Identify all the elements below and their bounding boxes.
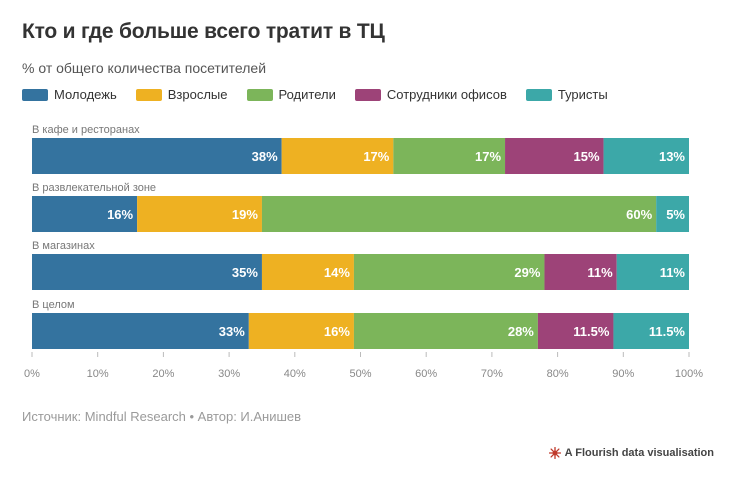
data-label: 35% <box>232 265 258 280</box>
bar-segment <box>32 313 249 349</box>
legend-swatch <box>135 88 162 101</box>
legend-swatch <box>246 88 273 101</box>
x-tick-label: 90% <box>612 368 634 380</box>
data-label: 28% <box>508 324 534 339</box>
legend-label: Взрослые <box>167 87 228 102</box>
source-note: Источник: Mindful Research • Автор: И.Ан… <box>22 409 302 424</box>
legend: Молодежь Взрослые Родители Сотрудники оф… <box>22 87 627 102</box>
legend-item-tourists[interactable]: Туристы <box>525 87 608 102</box>
bar-segment <box>656 196 689 232</box>
bar-segment <box>261 196 657 232</box>
category-label: В развлекательной зоне <box>32 182 156 194</box>
bar-segment <box>393 138 506 174</box>
data-label: 60% <box>626 207 652 222</box>
data-label: 16% <box>324 324 350 339</box>
legend-item-parents[interactable]: Родители <box>246 87 336 102</box>
x-tick-label: 100% <box>675 368 703 380</box>
bar-segment <box>353 254 545 290</box>
x-tick-label: 30% <box>218 368 240 380</box>
legend-swatch <box>22 88 48 101</box>
data-label: 19% <box>232 207 258 222</box>
data-label: 11.5% <box>573 324 610 339</box>
x-tick-label: 60% <box>415 368 437 380</box>
bar-segment <box>32 138 282 174</box>
flourish-logo-icon <box>548 447 561 459</box>
x-tick-label: 50% <box>349 368 371 380</box>
bar-segment <box>616 254 689 290</box>
bar-segment <box>32 254 262 290</box>
bar-segment <box>537 313 614 349</box>
data-label: 14% <box>324 265 350 280</box>
data-label: 5% <box>666 207 685 222</box>
data-label: 29% <box>514 265 540 280</box>
data-label: 11.5% <box>649 324 686 339</box>
legend-label: Сотрудники офисов <box>386 87 507 102</box>
legend-item-office-workers[interactable]: Сотрудники офисов <box>354 87 507 102</box>
bar-segment <box>505 138 604 174</box>
x-tick-label: 40% <box>284 368 306 380</box>
bar-segment <box>137 196 262 232</box>
legend-label: Молодежь <box>54 87 117 102</box>
data-label: 16% <box>107 207 133 222</box>
data-label: 33% <box>219 324 245 339</box>
legend-item-adults[interactable]: Взрослые <box>135 87 228 102</box>
bar-segment <box>32 196 138 232</box>
bar-segment <box>281 138 394 174</box>
x-tick-label: 70% <box>481 368 503 380</box>
chart-subtitle: % от общего количества посетителей <box>22 60 267 76</box>
x-tick-label: 20% <box>152 368 174 380</box>
legend-label: Туристы <box>557 87 608 102</box>
data-label: 15% <box>574 149 600 164</box>
data-label: 11% <box>660 265 686 280</box>
legend-swatch <box>354 88 381 101</box>
category-label: В магазинах <box>32 240 95 252</box>
stacked-bar-chart: В кафе и ресторанах 38% 17% 17% 15% 13% В разв… <box>24 124 703 380</box>
category-label: В целом <box>32 299 75 311</box>
x-tick-label: 80% <box>547 368 569 380</box>
data-label: 38% <box>252 149 278 164</box>
x-tick-label: 0% <box>24 368 40 380</box>
flourish-credit[interactable]: A Flourish data visualisation <box>548 447 714 459</box>
bar-segment <box>544 254 617 290</box>
data-label: 11% <box>587 265 613 280</box>
data-label: 17% <box>475 149 501 164</box>
x-tick-label: 10% <box>87 368 109 380</box>
legend-item-youth[interactable]: Молодежь <box>22 87 117 102</box>
data-label: 17% <box>363 149 389 164</box>
data-label: 13% <box>659 149 685 164</box>
bar-segment <box>603 138 689 174</box>
legend-label: Родители <box>278 87 336 102</box>
category-label: В кафе и ресторанах <box>32 124 140 136</box>
flourish-credit-label: A Flourish data visualisation <box>564 447 714 459</box>
legend-swatch <box>525 88 552 101</box>
bar-segment <box>353 313 538 349</box>
bar-segment <box>261 254 354 290</box>
bar-segment <box>613 313 689 349</box>
bar-segment <box>248 313 354 349</box>
chart-title: Кто и где больше всего тратит в ТЦ <box>22 20 385 43</box>
